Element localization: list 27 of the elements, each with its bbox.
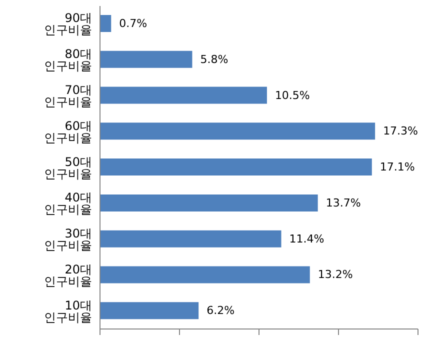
data-label: 17.3% bbox=[383, 124, 418, 138]
data-label: 10.5% bbox=[274, 88, 310, 102]
y-tick-label: 60대 인구비율 bbox=[44, 118, 92, 145]
y-tick-label: 10대 인구비율 bbox=[44, 298, 92, 324]
y-tick-label: 80대 인구비율 bbox=[44, 47, 92, 74]
bar bbox=[100, 50, 192, 68]
y-tick-label: 50대 인구비율 bbox=[44, 154, 92, 181]
bar bbox=[100, 302, 199, 320]
y-tick-label: 20대 인구비율 bbox=[44, 262, 92, 288]
y-tick-label: 90대 인구비율 bbox=[44, 11, 92, 38]
data-label: 0.7% bbox=[119, 17, 148, 30]
bar bbox=[100, 266, 310, 284]
data-label: 13.7% bbox=[326, 196, 361, 210]
bar bbox=[100, 194, 318, 212]
y-tick-label: 70대 인구비율 bbox=[44, 82, 92, 109]
bar bbox=[100, 15, 112, 32]
data-label: 17.1% bbox=[380, 160, 415, 174]
bar bbox=[100, 230, 282, 248]
bar bbox=[100, 158, 372, 176]
data-label: 6.2% bbox=[206, 304, 235, 318]
bar bbox=[100, 86, 267, 104]
bar bbox=[100, 122, 376, 140]
data-label: 5.8% bbox=[200, 52, 228, 66]
data-label: 13.2% bbox=[318, 268, 353, 282]
data-label: 11.4% bbox=[289, 232, 324, 246]
y-tick-label: 30대 인구비율 bbox=[44, 226, 92, 253]
y-tick-label: 40대 인구비율 bbox=[44, 190, 92, 217]
